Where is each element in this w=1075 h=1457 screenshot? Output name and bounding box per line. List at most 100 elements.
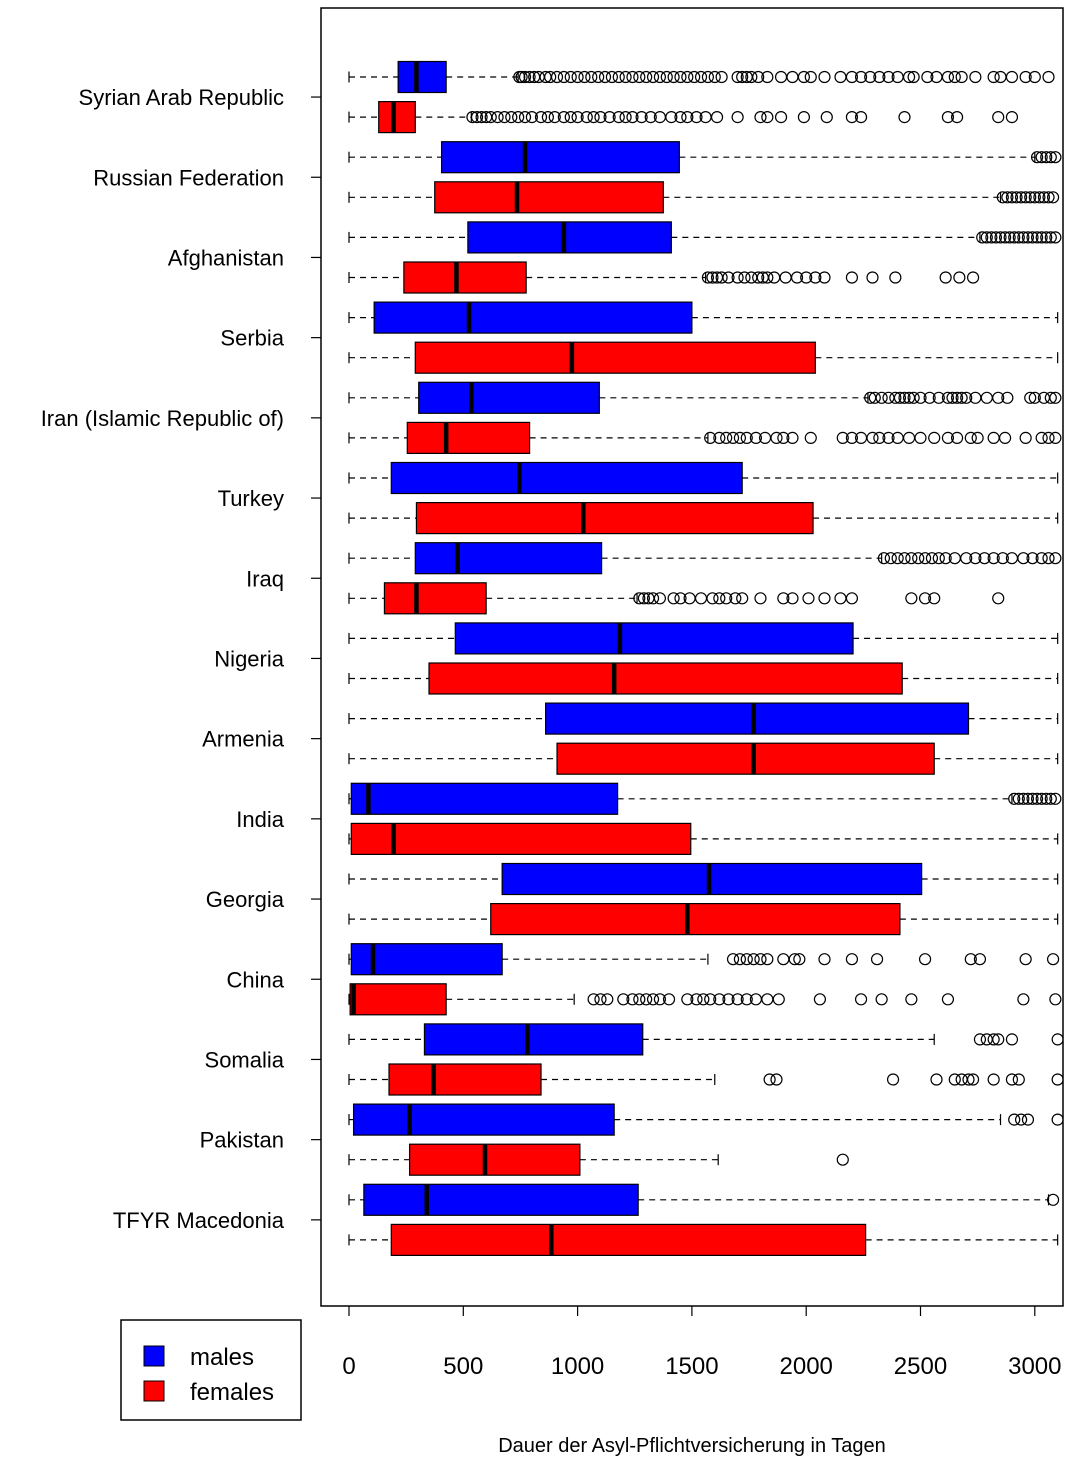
- outlier-point: [713, 993, 726, 1006]
- outlier-point: [912, 552, 925, 565]
- category-label: Russian Federation: [93, 165, 284, 190]
- outlier-point: [681, 110, 694, 124]
- box-afghanistan-males: [348, 221, 1062, 254]
- outlier-point: [834, 592, 847, 605]
- outlier-point: [523, 70, 536, 84]
- outlier-point: [646, 592, 660, 605]
- outlier-point: [770, 1073, 783, 1086]
- outlier-point: [690, 110, 703, 124]
- outlier-point: [518, 110, 532, 124]
- outlier-point: [1049, 552, 1062, 565]
- outlier-point: [681, 993, 694, 1006]
- outlier-point: [512, 110, 525, 124]
- outlier-point: [866, 271, 879, 284]
- outlier-point: [1049, 231, 1062, 244]
- outlier-point: [550, 70, 564, 84]
- outlier-point: [580, 110, 593, 124]
- outlier-point: [907, 70, 920, 84]
- outlier-point: [601, 993, 614, 1006]
- legend-frame: [120, 1319, 302, 1421]
- iqr-box: [350, 943, 503, 976]
- outlier-point: [898, 110, 911, 124]
- outlier-point: [902, 70, 916, 84]
- outlier-point: [921, 70, 934, 84]
- outlier-point: [1049, 391, 1062, 404]
- box-india-males: [348, 782, 1062, 815]
- outlier-point: [989, 231, 1003, 244]
- outlier-point: [564, 70, 577, 84]
- outlier-point: [1017, 231, 1030, 244]
- outlier-point: [726, 431, 740, 444]
- outlier-point: [690, 993, 703, 1006]
- outlier-point: [941, 391, 955, 404]
- outlier-point: [1014, 191, 1028, 204]
- outlier-point: [1008, 792, 1021, 805]
- outlier-point: [715, 70, 728, 84]
- iqr-box: [388, 1063, 542, 1096]
- iqr-box: [373, 301, 693, 334]
- outlier-point: [644, 110, 657, 124]
- box-iraq-females: [348, 582, 1005, 615]
- outlier-point: [1037, 191, 1051, 204]
- outlier-point: [548, 110, 561, 124]
- outlier-point: [585, 70, 598, 84]
- outlier-point: [818, 953, 831, 966]
- outlier-point: [987, 1073, 1000, 1086]
- box-georgia-males: [348, 862, 1059, 896]
- outlier-point: [1035, 431, 1048, 444]
- iqr-box: [440, 141, 680, 174]
- outlier-point: [845, 110, 859, 124]
- outlier-point: [905, 993, 918, 1006]
- outlier-point: [1040, 151, 1053, 164]
- outlier-point: [873, 431, 886, 444]
- box-tfyr-macedonia-females: [348, 1223, 1059, 1257]
- outlier-point: [1026, 792, 1039, 805]
- outlier-point: [973, 1033, 987, 1046]
- outlier-point: [1028, 191, 1041, 204]
- outlier-point: [1051, 1113, 1063, 1126]
- outlier-point: [976, 231, 989, 244]
- iqr-box: [428, 662, 903, 695]
- outlier-point: [996, 552, 1009, 565]
- iqr-box: [349, 983, 447, 1016]
- outlier-point: [1021, 231, 1035, 244]
- outlier-point: [809, 271, 822, 284]
- outlier-point: [1044, 792, 1057, 805]
- outlier-point: [605, 70, 618, 84]
- outlier-point: [738, 271, 751, 284]
- iqr-box: [454, 622, 854, 655]
- iqr-box: [352, 1103, 615, 1136]
- outlier-point: [587, 993, 600, 1006]
- outlier-point: [772, 993, 785, 1006]
- iqr-box: [363, 1183, 639, 1216]
- outlier-point: [941, 431, 955, 444]
- box-india-females: [348, 822, 1059, 856]
- outlier-point: [845, 70, 859, 84]
- outlier-point: [774, 110, 788, 124]
- x-tick-label: 0: [342, 1353, 355, 1380]
- outlier-point: [491, 110, 504, 124]
- box-serbia-males: [348, 301, 1059, 334]
- category-label: China: [227, 967, 285, 992]
- outlier-point: [1051, 1073, 1063, 1086]
- x-tick-label: 1000: [551, 1353, 604, 1380]
- outlier-point: [1040, 231, 1053, 244]
- outlier-point: [950, 391, 964, 404]
- category-label: Serbia: [220, 326, 284, 351]
- x-tick-label: 500: [443, 1353, 483, 1380]
- outlier-point: [754, 953, 767, 966]
- outlier-point: [1046, 1193, 1060, 1206]
- outlier-point: [914, 431, 927, 444]
- outlier-point: [665, 110, 678, 124]
- outlier-point: [740, 953, 753, 966]
- iqr-box: [390, 461, 743, 495]
- outlier-point: [788, 953, 801, 966]
- outlier-point: [626, 110, 639, 124]
- outlier-point: [733, 431, 747, 444]
- outlier-point: [1001, 191, 1014, 204]
- category-label: Armenia: [202, 727, 285, 752]
- outlier-point: [587, 110, 600, 124]
- outlier-point: [603, 110, 616, 124]
- outlier-point: [704, 431, 717, 444]
- outlier-point: [980, 231, 993, 244]
